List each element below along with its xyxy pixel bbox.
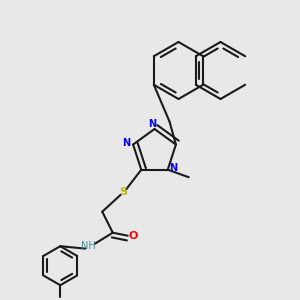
Text: S: S xyxy=(119,187,127,197)
Text: N: N xyxy=(122,138,130,148)
Text: N: N xyxy=(169,163,177,173)
Text: O: O xyxy=(128,231,138,241)
Text: N: N xyxy=(148,118,156,129)
Text: NH: NH xyxy=(81,241,96,251)
